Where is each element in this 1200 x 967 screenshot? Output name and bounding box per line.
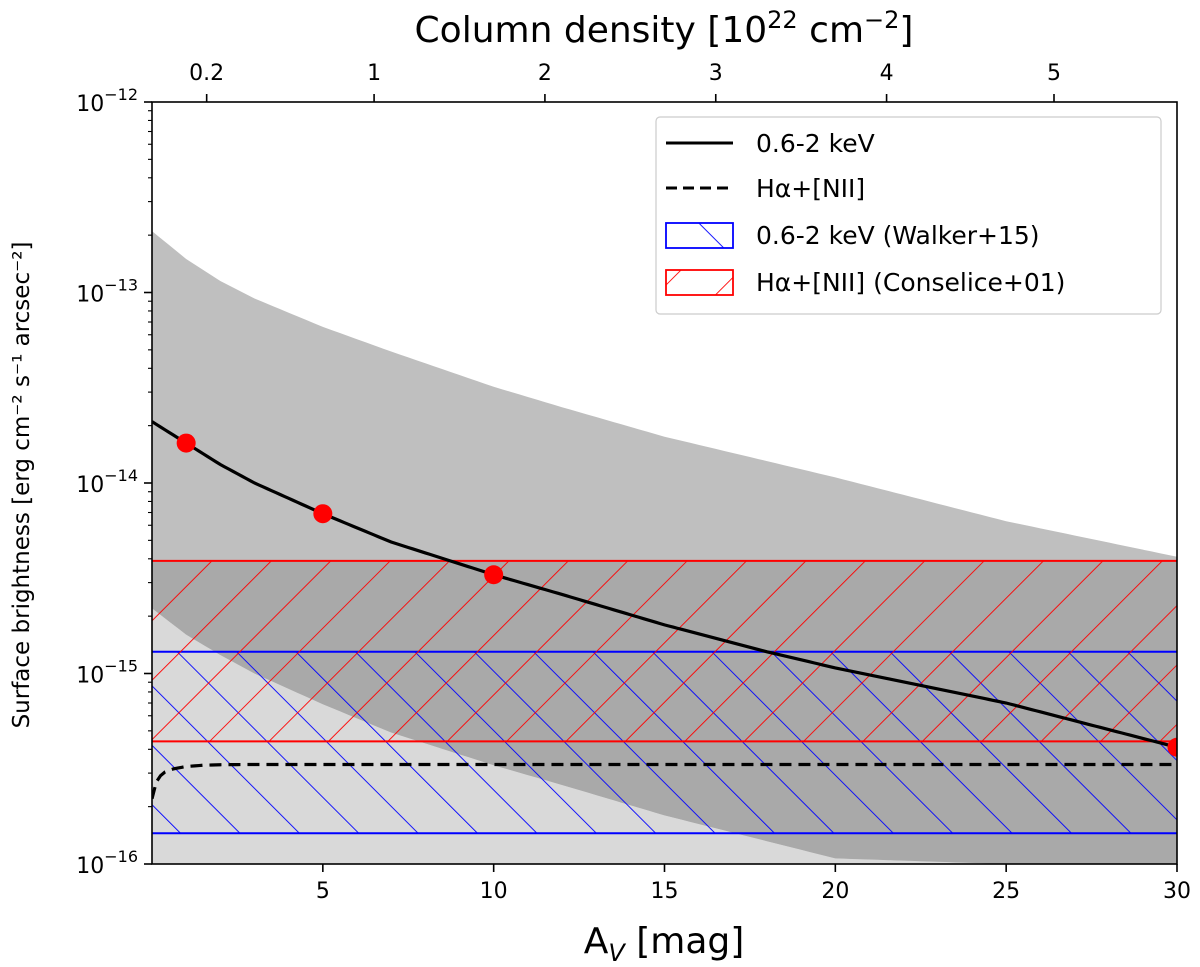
y-tick-label-0: 10−16 <box>76 847 138 879</box>
y-tick-exponent: −14 <box>104 466 138 485</box>
legend-label-2: 0.6-2 keV (Walker+15) <box>756 221 1040 250</box>
top-tick-label-5: 5 <box>1047 61 1061 86</box>
x-tick-label-1: 10 <box>480 879 508 904</box>
y-tick-label-2: 10−14 <box>76 466 138 498</box>
marker-points <box>176 433 1177 757</box>
top-tick-label-3: 3 <box>709 61 723 86</box>
x-tick-label-4: 25 <box>992 879 1020 904</box>
axis-ticks: 5 10 15 20 25 300.2 1 2 3 4 510−1610−1510−1410−131… <box>76 61 1191 904</box>
x-axis-title-tail: [mag] <box>625 921 745 962</box>
top-axis-title-sup2: −2 <box>864 6 899 34</box>
y-tick-exponent: −15 <box>104 657 138 676</box>
y-tick-base: 10 <box>76 473 104 498</box>
y-tick-exponent: −13 <box>104 276 138 295</box>
legend-blue-hatch-swatch <box>665 222 734 249</box>
y-tick-base: 10 <box>76 283 104 308</box>
top-tick-label-4: 4 <box>880 61 894 86</box>
top-tick-label-2: 2 <box>538 61 552 86</box>
top-axis-title: Column density [1022 cm−2] <box>415 6 914 51</box>
x-axis-title-main: A <box>584 921 609 962</box>
legend-red-hatch-swatch <box>665 269 734 296</box>
legend: 0.6-2 keV Hα+[NII] 0.6-2 keV (Walker+15)… <box>655 116 1162 315</box>
top-tick-label-0: 0.2 <box>189 61 224 86</box>
y-tick-exponent: −16 <box>104 847 138 866</box>
legend-label-3: Hα+[NII] (Conselice+01) <box>756 268 1065 297</box>
x-axis-title: AV [mag] <box>584 921 745 967</box>
hatched-bands <box>152 559 1177 835</box>
x-tick-label-2: 15 <box>651 879 679 904</box>
y-tick-label-3: 10−13 <box>76 276 138 308</box>
x-tick-label-3: 20 <box>821 879 849 904</box>
x-tick-label-0: 5 <box>316 879 330 904</box>
y-axis-title: Surface brightness [erg cm⁻² s⁻¹ arcsec⁻… <box>9 242 35 729</box>
data-point-1 <box>313 504 333 524</box>
top-axis-title-main: Column density [10 <box>415 10 768 51</box>
plot-area <box>152 231 1177 864</box>
data-point-2 <box>484 565 504 585</box>
legend-label-1: Hα+[NII] <box>756 174 865 203</box>
data-point-3 <box>1167 737 1177 757</box>
top-axis-title-sup1: 22 <box>767 6 798 34</box>
y-tick-base: 10 <box>76 854 104 879</box>
top-tick-label-1: 1 <box>367 61 381 86</box>
y-tick-base: 10 <box>76 92 104 117</box>
x-axis-title-sub: V <box>608 939 626 967</box>
x-tick-label-5: 30 <box>1163 879 1191 904</box>
y-tick-label-4: 10−12 <box>76 85 138 117</box>
data-point-0 <box>176 433 196 453</box>
legend-label-0: 0.6-2 keV <box>756 129 875 158</box>
hatched-band-fill-1 <box>152 560 1177 742</box>
y-tick-base: 10 <box>76 664 104 689</box>
y-tick-exponent: −12 <box>104 85 138 104</box>
top-axis-title-tail: ] <box>899 10 913 51</box>
y-tick-label-1: 10−15 <box>76 657 138 689</box>
legend-box <box>655 116 1162 315</box>
top-axis-title-mid: cm <box>798 10 864 51</box>
